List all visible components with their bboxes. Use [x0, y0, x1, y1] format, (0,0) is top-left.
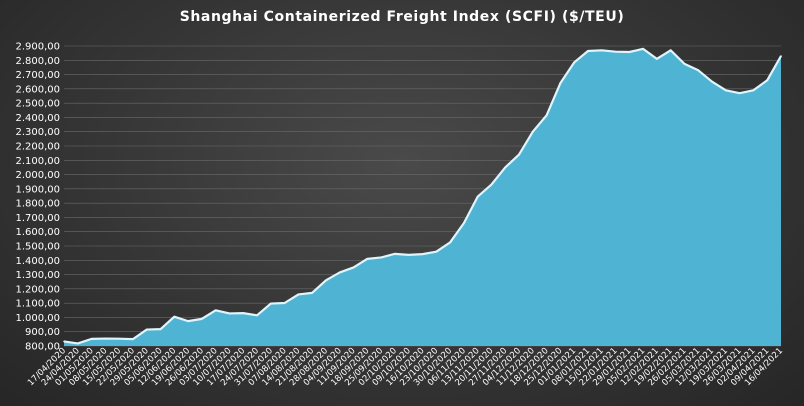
data-point [76, 342, 79, 345]
data-point [766, 79, 769, 82]
data-point [214, 309, 217, 312]
data-point [642, 48, 644, 50]
y-tick-label: 1.700,00 [15, 213, 60, 224]
data-point [656, 58, 658, 60]
data-point [532, 130, 534, 133]
data-point [201, 318, 203, 320]
data-point [490, 183, 493, 186]
data-point [352, 266, 355, 269]
area-series [63, 47, 782, 347]
y-tick-label: 2.500,00 [15, 99, 60, 110]
y-tick-label: 1.100,00 [15, 299, 60, 310]
y-tick-label: 2.700,00 [15, 70, 60, 81]
data-point [132, 338, 134, 340]
y-axis: 800,00 900,00 1.000,00 1.100,00 1.200,00 1.30… [15, 42, 60, 353]
data-point [435, 250, 438, 253]
data-point [463, 222, 465, 224]
data-point [518, 153, 520, 156]
data-point [559, 82, 562, 84]
y-tick-label: 800,00 [25, 342, 60, 353]
y-tick-label: 1.400,00 [15, 256, 60, 267]
y-tick-label: 1.900,00 [15, 184, 60, 195]
data-point [366, 258, 369, 260]
y-tick-label: 2.400,00 [15, 113, 60, 124]
data-point [752, 89, 755, 92]
y-tick-label: 1.000,00 [15, 313, 60, 324]
data-point [242, 312, 245, 314]
y-tick-label: 900,00 [25, 327, 60, 338]
data-point [600, 49, 603, 52]
data-point [380, 256, 382, 259]
data-point [697, 69, 700, 72]
data-point [118, 337, 120, 340]
data-point [683, 63, 686, 65]
data-point [614, 50, 617, 53]
data-point [711, 80, 713, 83]
y-tick-label: 2.800,00 [15, 56, 60, 67]
y-tick-label: 2.100,00 [15, 156, 60, 167]
data-point [628, 51, 631, 53]
x-axis: 17/04/202024/04/202001/05/202008/05/2020… [26, 346, 785, 388]
data-point [780, 55, 782, 57]
data-point [145, 328, 148, 331]
data-point [476, 195, 479, 198]
y-tick-label: 1.600,00 [15, 227, 60, 238]
data-point [325, 279, 327, 282]
y-tick-label: 2.300,00 [15, 127, 60, 138]
area-fill [64, 48, 781, 347]
data-point [159, 328, 162, 330]
y-tick-label: 2.600,00 [15, 84, 60, 95]
y-tick-label: 2.000,00 [15, 170, 60, 181]
data-point [587, 50, 589, 52]
y-tick-label: 1.300,00 [15, 270, 60, 281]
data-point [725, 89, 727, 92]
data-point [394, 253, 396, 255]
data-point [421, 253, 424, 255]
data-point [63, 340, 65, 343]
data-point [545, 114, 548, 117]
data-point [738, 92, 741, 94]
data-point [256, 314, 258, 317]
data-point [283, 302, 286, 304]
y-tick-label: 1.500,00 [15, 242, 60, 253]
y-tick-label: 2.900,00 [15, 42, 60, 53]
y-tick-label: 1.200,00 [15, 284, 60, 295]
data-point [311, 292, 313, 294]
data-point [270, 302, 272, 305]
data-point [228, 312, 231, 315]
data-point [573, 61, 575, 64]
data-point [504, 166, 507, 169]
y-tick-label: 2.200,00 [15, 142, 60, 153]
data-point [173, 315, 176, 318]
data-point [669, 49, 672, 52]
y-tick-label: 1.800,00 [15, 199, 60, 210]
data-point [407, 254, 410, 256]
data-point [104, 337, 107, 340]
data-point [187, 320, 189, 322]
data-point [297, 293, 300, 296]
chart-title: Shanghai Containerized Freight Index (SC… [179, 9, 625, 25]
data-point [449, 241, 451, 244]
data-point [338, 271, 341, 274]
data-point [90, 338, 93, 340]
